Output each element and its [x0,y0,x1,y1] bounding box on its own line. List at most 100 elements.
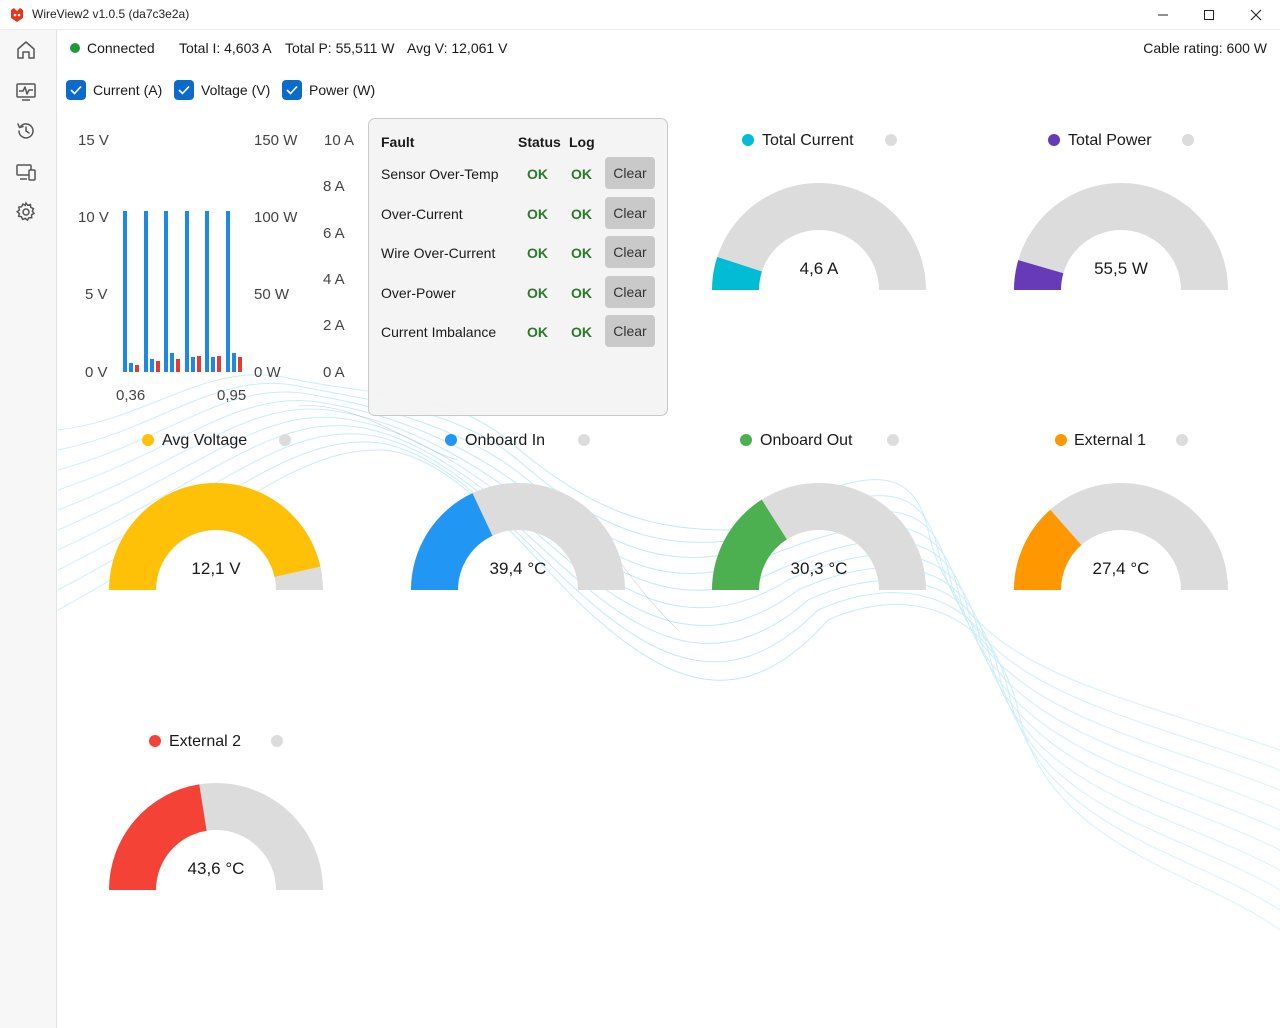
gauge-fill [712,256,762,290]
current-tick: 0 A [323,364,345,381]
clear-button[interactable]: Clear [605,197,655,229]
fault-header: Fault [381,134,415,150]
gauge-status-indicator [271,735,283,747]
voltage-tick: 10 V [78,209,109,226]
log-header: Log [569,134,595,150]
title-bar: WireView2 v1.0.5 (da7c3e2a) [0,0,1280,30]
gauge-value: 43,6 °C [187,859,245,878]
gauge-track [1014,183,1228,290]
gauge-color-indicator [1048,134,1060,146]
current-tick: 4 A [323,271,345,288]
gauge-status-indicator [578,434,590,446]
chart-bar [237,357,242,372]
current-checkbox-label[interactable]: Current (A) [93,82,163,98]
maximize-button[interactable] [1186,0,1232,30]
chart-bar [205,210,209,372]
chart-bar [176,358,180,372]
gauge-title: Onboard In [465,432,546,449]
gauge-title: Avg Voltage [162,432,248,449]
app-logo-icon [11,8,23,22]
power-checkbox[interactable] [282,80,302,100]
connection-status: Connected [87,40,155,56]
fault-log: OK [571,285,592,301]
gauge-value: 55,5 W [1094,259,1148,278]
fault-log: OK [571,206,592,222]
gauge-status-indicator [1182,134,1194,146]
gauge-value: 4,6 A [799,259,839,278]
gauge-arc [411,483,625,590]
chart-bar [184,210,189,372]
fault-status: OK [527,166,548,182]
devices-icon [16,164,36,181]
fault-name: Current Imbalance [381,324,497,340]
chart-bar [170,353,174,372]
minimize-button[interactable] [1140,0,1186,30]
history-icon [17,123,34,139]
nav-settings[interactable] [13,199,39,225]
minimize-icon [1158,14,1168,16]
gauge-fill [712,499,787,590]
gauge-status-indicator [885,134,897,146]
close-button[interactable] [1233,0,1279,30]
current-tick: 2 A [323,317,345,334]
avg-voltage-readout: Avg V: 12,061 V [407,40,508,56]
fault-status: OK [527,245,548,261]
voltage-checkbox-label[interactable]: Voltage (V) [201,82,271,98]
gauge-arc [712,183,926,290]
chart-bar [164,210,168,372]
monitor-icon [16,83,36,101]
power-tick: 150 W [254,132,298,149]
gauge-title: Total Current [762,132,854,149]
close-icon [1250,9,1262,21]
total-current-readout: Total I: 4,603 A [179,40,272,56]
gauge-color-indicator [1055,434,1067,446]
chart-bar [143,210,148,372]
fault-name: Sensor Over-Temp [381,166,499,182]
current-tick: 6 A [323,225,345,242]
fault-log: OK [571,324,592,340]
fault-panel: Fault Status Log Sensor Over-Temp OK OK … [368,118,668,416]
settings-icon [16,201,36,222]
gauge-title: Onboard Out [760,432,853,449]
status-header: Status [518,134,561,150]
gauge-title: External 1 [1074,432,1147,449]
clear-button[interactable]: Clear [605,315,655,347]
main-panel: Connected Total I: 4,603 A Total P: 55,5… [58,30,1280,1028]
gauge-color-indicator [149,735,161,747]
clear-button[interactable]: Clear [605,157,655,189]
fault-status: OK [527,285,548,301]
gauge-fill [1014,260,1064,290]
gauge-track [1014,483,1228,590]
nav-monitor[interactable] [13,78,39,104]
chart-bar [225,210,230,372]
gauge-title: Total Power [1068,132,1152,149]
gauge-fill [411,493,493,590]
chart-bar [155,361,160,372]
fault-name: Over-Current [381,206,463,222]
window-title: WireView2 v1.0.5 (da7c3e2a) [32,7,190,21]
current-checkbox[interactable] [66,80,86,100]
fault-name: Over-Power [381,285,456,301]
nav-devices[interactable] [13,159,39,185]
clear-button[interactable]: Clear [605,276,655,308]
chart-bar [149,358,154,372]
chart-bar [190,357,195,372]
fault-log: OK [571,245,592,261]
gauge-track [712,183,926,290]
gauge-status-indicator [1176,434,1188,446]
gauge-status-indicator [887,434,899,446]
clear-button[interactable]: Clear [605,236,655,268]
fault-status: OK [527,206,548,222]
nav-history[interactable] [13,118,39,144]
voltage-checkbox[interactable] [174,80,194,100]
connection-indicator [70,43,80,53]
nav-home[interactable] [13,37,39,63]
power-checkbox-label[interactable]: Power (W) [309,82,376,98]
gauge-status-indicator [279,434,291,446]
gauge-fill [109,784,207,890]
wave-background [58,374,1280,931]
gauge-arc [1014,483,1228,590]
home-icon [17,41,35,59]
check-icon [70,85,82,95]
gauge-color-indicator [742,134,754,146]
